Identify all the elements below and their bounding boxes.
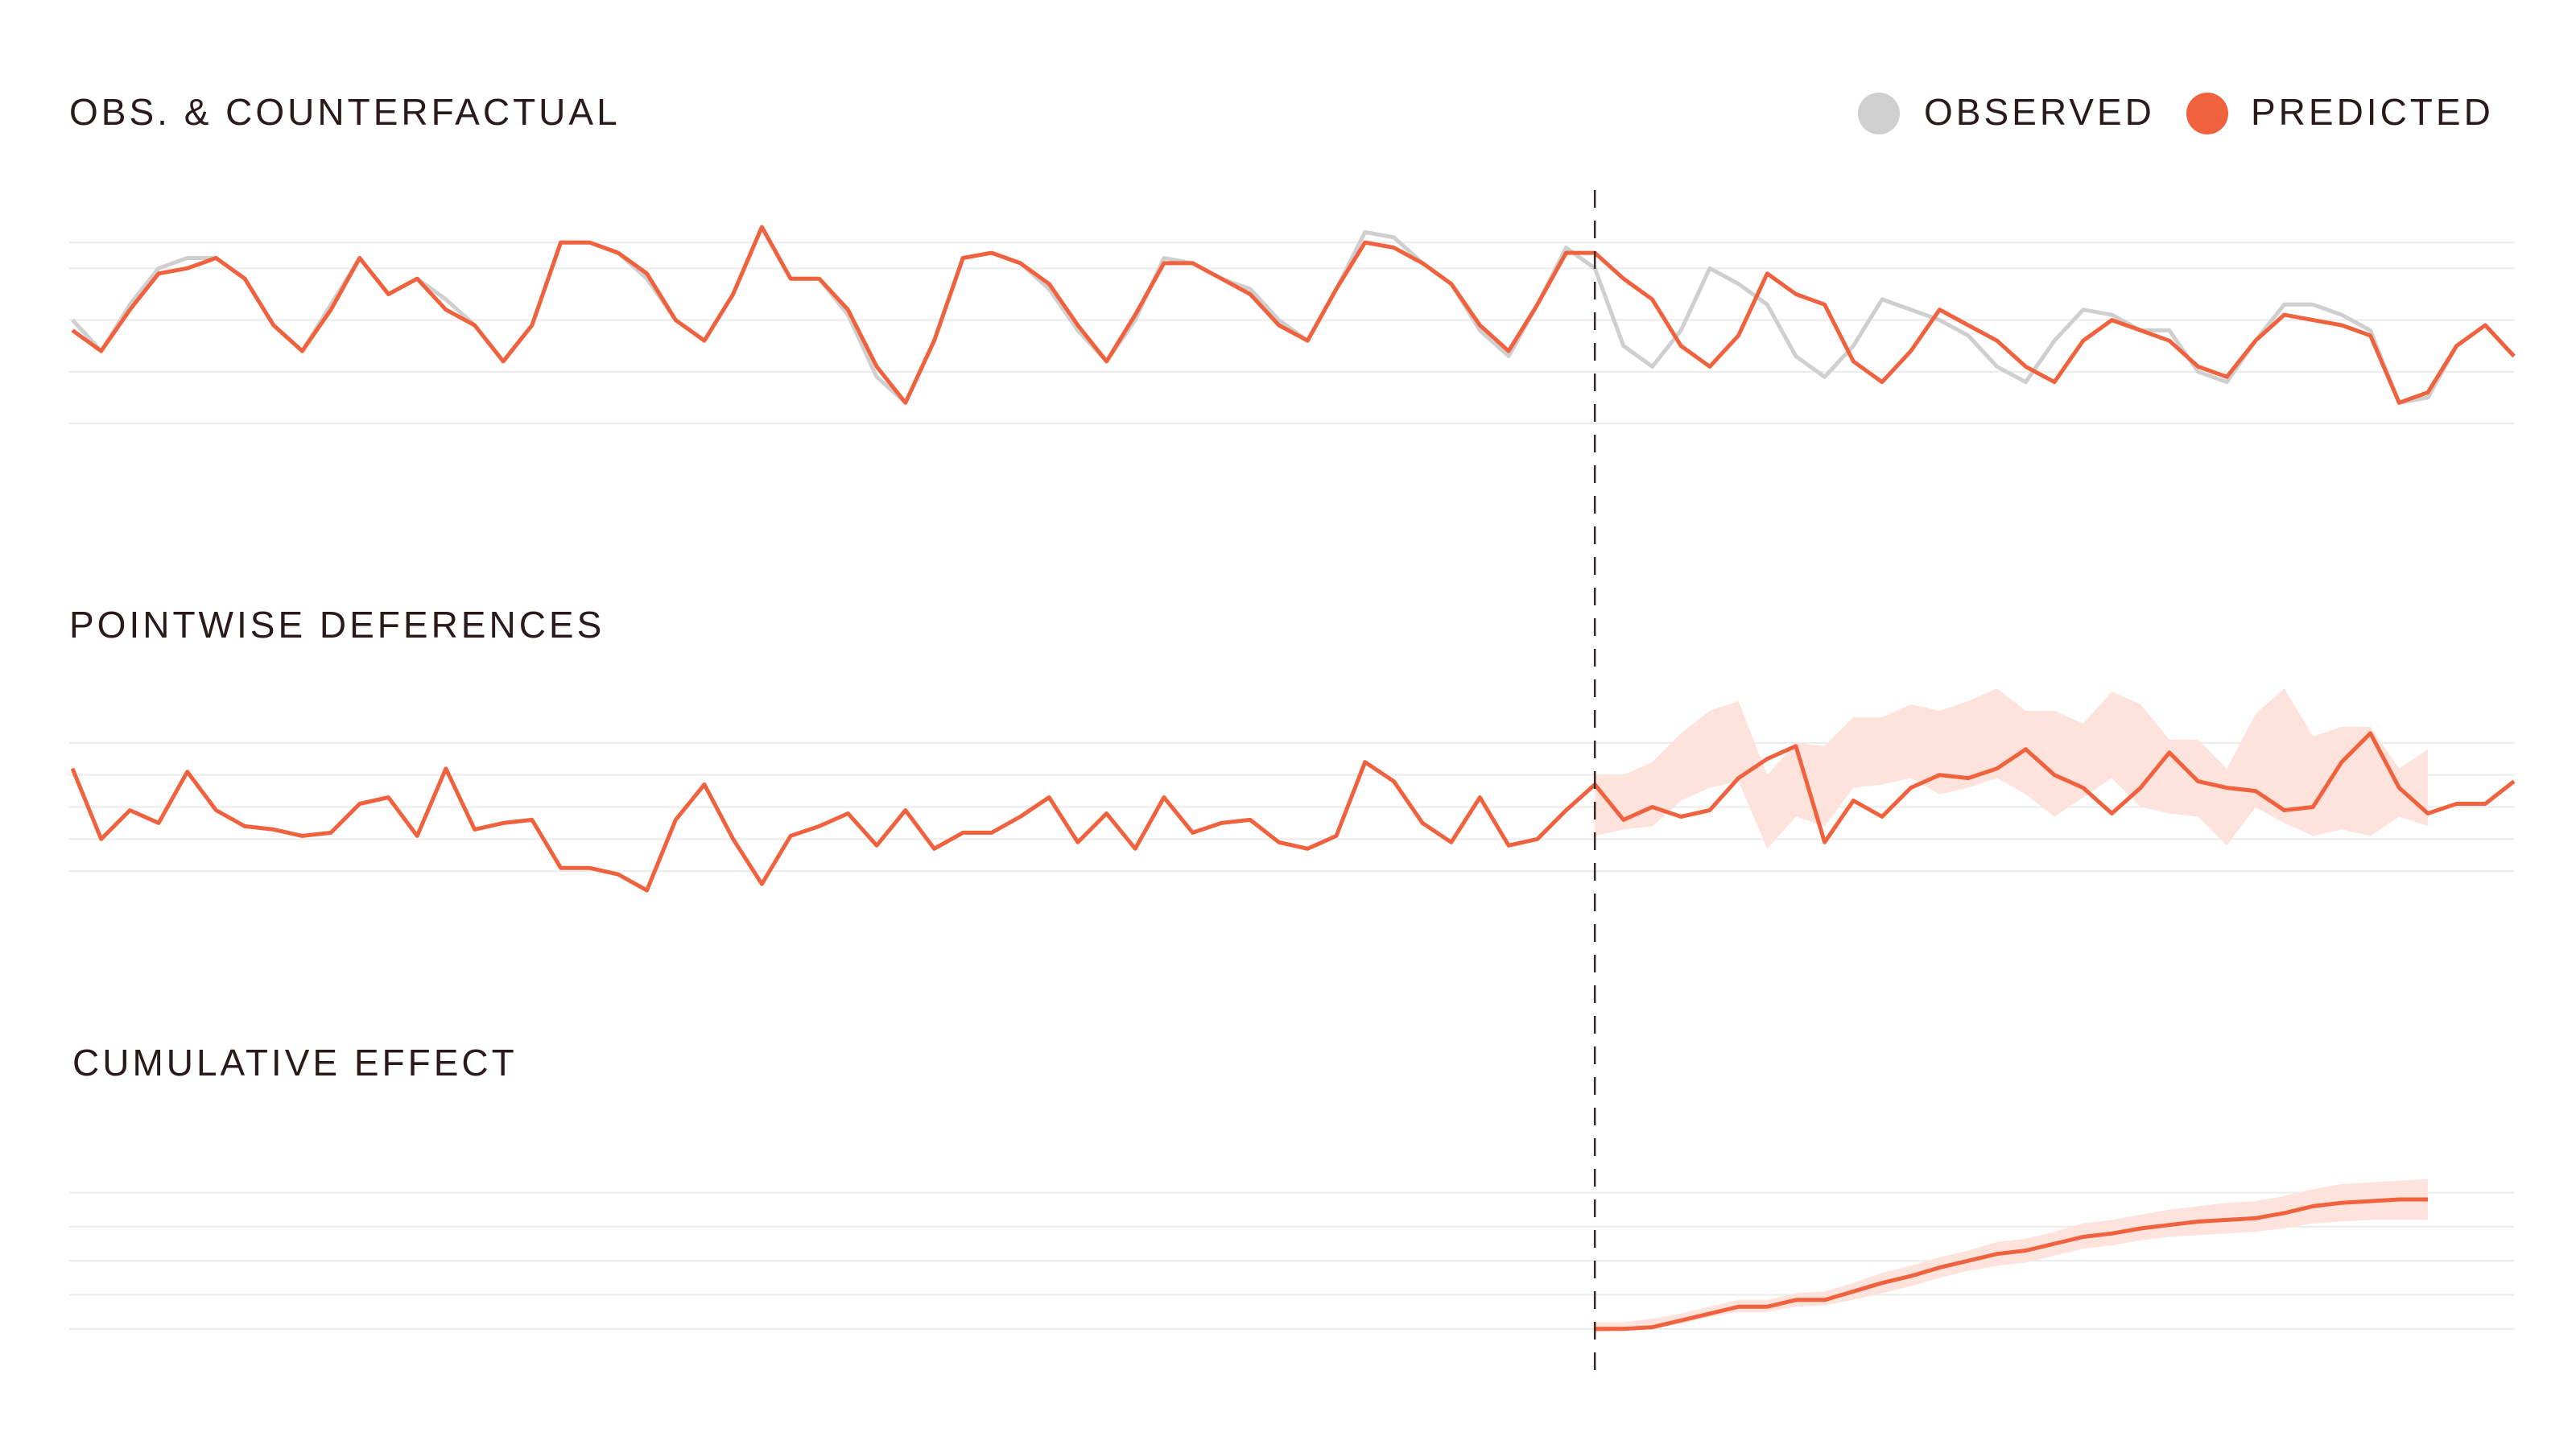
panel-pointwise-differences: POINTWISE DEFERENCES	[69, 604, 2516, 893]
panel3-grid	[69, 1191, 2514, 1330]
legend-observed-dot	[1858, 93, 1900, 134]
panel1-grid	[69, 242, 2514, 424]
panel1-title: OBS. & COUNTERFACTUAL	[69, 91, 621, 133]
panel2-band-group	[1595, 688, 2428, 849]
panel2-title: POINTWISE DEFERENCES	[69, 604, 605, 646]
cumulative-effect-line	[1595, 1197, 2428, 1331]
legend-observed-label: OBSERVED	[1924, 91, 2155, 133]
legend-predicted-label: PREDICTED	[2251, 91, 2494, 133]
pointwise-difference-line	[70, 731, 2516, 893]
panel3-title: CUMULATIVE EFFECT	[72, 1042, 518, 1084]
legend-predicted-dot	[2186, 93, 2228, 134]
legend: OBSERVED PREDICTED	[1858, 91, 2494, 134]
cumulative-confidence-band	[1595, 1179, 2428, 1333]
panel3-band-group	[1595, 1179, 2428, 1333]
panel1-lines	[71, 225, 2516, 405]
panel3-lines	[1595, 1197, 2428, 1331]
predicted-series-line	[71, 225, 2516, 405]
panel-observed-counterfactual: OBS. & COUNTERFACTUAL	[69, 91, 2516, 424]
panel2-lines	[70, 731, 2516, 893]
pointwise-confidence-band	[1595, 688, 2428, 849]
observed-series-line	[71, 225, 2516, 405]
panel-cumulative-effect: CUMULATIVE EFFECT	[69, 1042, 2514, 1333]
